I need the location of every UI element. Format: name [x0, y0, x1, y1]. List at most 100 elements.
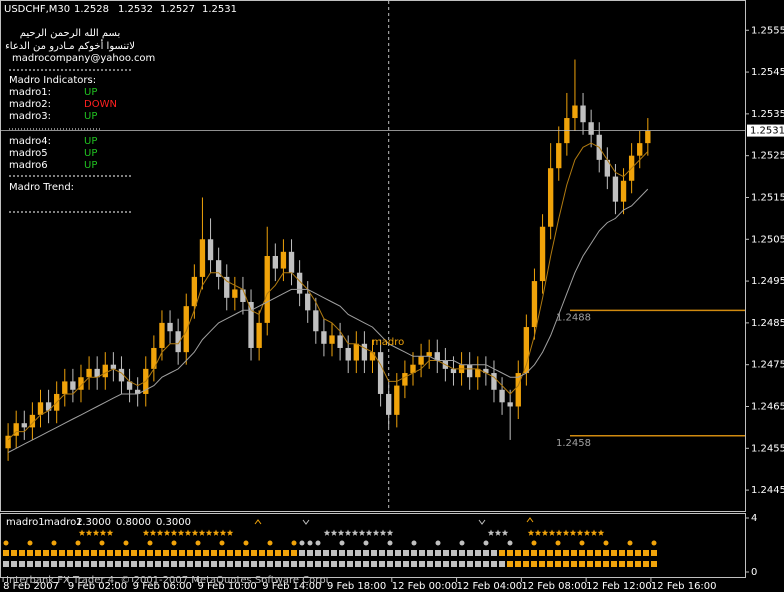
block-marker — [619, 550, 625, 556]
candle-body — [288, 251, 295, 273]
candle-body — [539, 226, 546, 282]
block-marker — [459, 561, 465, 567]
block-marker — [3, 550, 9, 556]
star-marker — [78, 529, 86, 536]
moving-average — [7, 188, 649, 453]
candle-body — [13, 423, 19, 436]
star-marker — [534, 529, 542, 536]
block-marker — [51, 561, 57, 567]
block-marker — [507, 561, 513, 567]
block-marker — [619, 561, 625, 567]
block-marker — [131, 550, 137, 556]
candle-body — [612, 176, 619, 202]
block-marker — [275, 550, 281, 556]
star-marker — [92, 529, 100, 536]
candle-body — [199, 239, 206, 277]
block-marker — [419, 550, 425, 556]
dot-marker — [315, 540, 321, 546]
block-marker — [643, 561, 649, 567]
star-marker — [163, 529, 171, 536]
block-marker — [291, 561, 297, 567]
candle-body — [159, 322, 165, 348]
block-marker — [467, 550, 473, 556]
candle-body — [572, 105, 578, 119]
dot-marker — [483, 540, 489, 546]
level-label: 1.2458 — [556, 438, 591, 449]
candle-body — [491, 373, 497, 390]
block-marker — [347, 550, 353, 556]
star-marker — [548, 529, 556, 536]
dot-marker — [243, 540, 249, 546]
block-marker — [531, 561, 537, 567]
star-marker — [562, 529, 570, 536]
block-marker — [491, 561, 497, 567]
candle-body — [94, 368, 100, 378]
candle-body — [215, 260, 222, 277]
block-marker — [379, 550, 385, 556]
block-marker — [307, 561, 313, 567]
block-marker — [339, 561, 345, 567]
block-marker — [243, 550, 249, 556]
candle-body — [37, 402, 44, 415]
y-tick-label: 1.2475 — [751, 360, 784, 371]
candle-body — [151, 347, 157, 369]
signal-state: UP — [84, 160, 97, 171]
dot-marker — [75, 540, 81, 546]
block-marker — [459, 550, 465, 556]
signal-state: UP — [84, 148, 97, 159]
block-marker — [163, 561, 169, 567]
watermark: Interbank FX Trader 4, © 2001-2007 MetaQ… — [6, 575, 329, 586]
candle-body — [434, 352, 440, 361]
block-marker — [395, 561, 401, 567]
candle-body — [369, 352, 376, 361]
candle-body — [637, 143, 643, 156]
block-marker — [483, 550, 489, 556]
signal-name: madro4: — [9, 136, 51, 147]
block-marker — [91, 550, 97, 556]
block-marker — [59, 550, 65, 556]
candle-body — [377, 352, 384, 394]
block-marker — [387, 561, 393, 567]
x-tick-label: 12 Feb 04:00 — [457, 581, 523, 592]
dot-marker — [579, 540, 585, 546]
block-marker — [75, 550, 81, 556]
star-marker — [198, 529, 206, 536]
block-marker — [123, 550, 129, 556]
block-marker — [315, 550, 321, 556]
dot-marker — [147, 540, 153, 546]
indicators-title: Madro Indicators: — [9, 75, 96, 86]
block-marker — [115, 561, 121, 567]
dot-marker — [507, 540, 513, 546]
star-marker — [576, 529, 584, 536]
block-marker — [171, 561, 177, 567]
signal-name: madro6 — [9, 160, 48, 171]
y-tick-label: 0 — [751, 567, 757, 578]
candle-body — [45, 402, 52, 411]
candle-body — [183, 306, 189, 353]
block-marker — [635, 550, 641, 556]
block-marker — [267, 561, 273, 567]
block-marker — [499, 550, 505, 556]
candle-body — [337, 335, 343, 348]
candle-body — [86, 368, 92, 378]
signal-state: DOWN — [84, 99, 117, 110]
arrow-marker — [302, 519, 310, 525]
block-marker — [443, 550, 449, 556]
candle-body — [345, 347, 351, 361]
candle-body — [588, 122, 594, 135]
block-marker — [131, 561, 137, 567]
line-label: madro — [372, 337, 404, 348]
block-marker — [155, 550, 161, 556]
arrow-marker — [478, 519, 486, 525]
block-marker — [235, 550, 241, 556]
block-marker — [515, 550, 521, 556]
block-marker — [35, 550, 41, 556]
dot-marker — [459, 540, 465, 546]
candle-body — [118, 368, 125, 382]
candle-body — [418, 356, 424, 365]
block-marker — [139, 561, 145, 567]
block-marker — [427, 561, 433, 567]
block-marker — [355, 561, 361, 567]
block-marker — [611, 550, 617, 556]
